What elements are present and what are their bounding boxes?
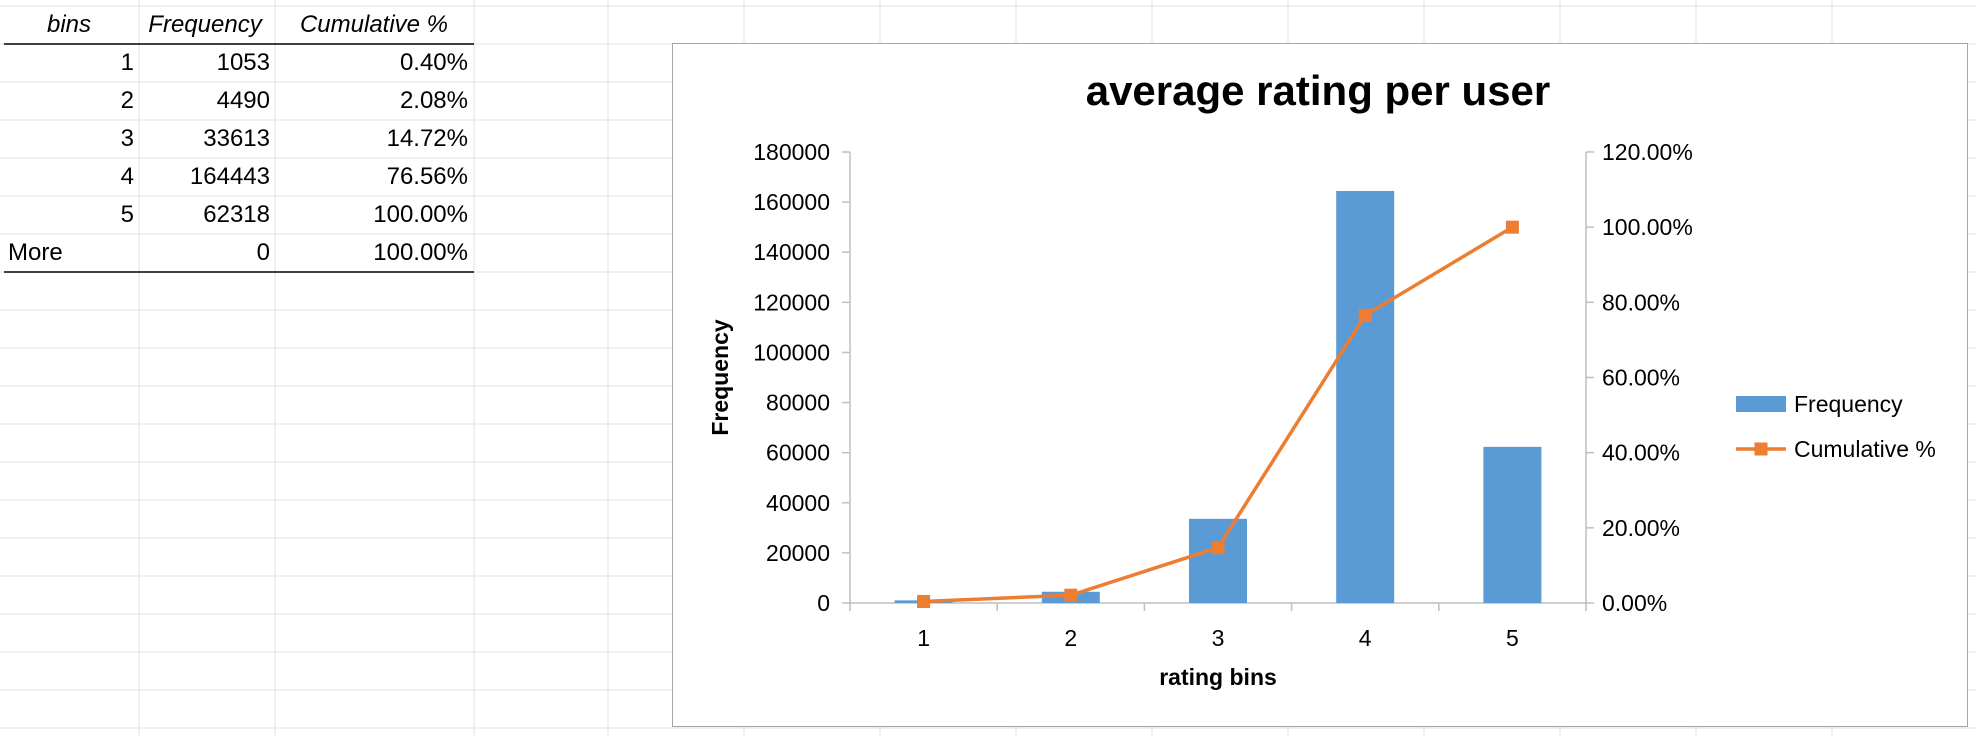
cell-bin[interactable]: 3 [120, 125, 134, 152]
x-tick-label: 1 [917, 625, 930, 651]
y2-tick-label: 100.00% [1602, 214, 1693, 240]
x-axis-label: rating bins [1159, 664, 1277, 690]
bar-frequency [1336, 190, 1395, 603]
cell-cumulative[interactable]: 2.08% [399, 87, 468, 114]
cell-bin[interactable]: 5 [120, 201, 134, 228]
y2-tick-label: 20.00% [1602, 515, 1680, 541]
bar-frequency [1483, 446, 1542, 603]
legend-swatch-frequency [1736, 396, 1786, 412]
y-tick-label: 0 [817, 590, 830, 616]
cell-frequency[interactable]: 164443 [189, 163, 270, 190]
point-cumulative [1211, 541, 1225, 555]
chart-title: average rating per user [1086, 67, 1551, 114]
y2-tick-label: 120.00% [1602, 139, 1693, 165]
y-tick-label: 20000 [766, 540, 830, 566]
y2-tick-label: 80.00% [1602, 289, 1680, 315]
cell-frequency[interactable]: 33613 [203, 125, 270, 152]
cell-frequency[interactable]: 1053 [216, 49, 270, 76]
cell-frequency[interactable]: 4490 [216, 87, 270, 114]
header-frequency[interactable]: Frequency [148, 11, 262, 38]
y-tick-label: 180000 [753, 139, 830, 165]
cell-cumulative[interactable]: 100.00% [373, 239, 468, 266]
y2-tick-label: 0.00% [1602, 590, 1667, 616]
point-cumulative [917, 594, 931, 608]
combo-chart[interactable]: average rating per user 0 20000 40000 60000 8… [672, 43, 1968, 727]
x-tick-label: 4 [1359, 625, 1372, 651]
y2-tick-label: 40.00% [1602, 440, 1680, 466]
header-cumulative[interactable]: Cumulative % [299, 11, 449, 38]
cell-bin[interactable]: 4 [120, 163, 134, 190]
point-cumulative [1064, 588, 1078, 602]
y-tick-label: 100000 [753, 339, 830, 365]
cell-bin[interactable]: 1 [120, 49, 134, 76]
cell-frequency[interactable]: 0 [256, 239, 270, 266]
cell-cumulative[interactable]: 0.40% [399, 49, 468, 76]
bar-frequency [1189, 518, 1247, 603]
y-tick-label: 120000 [753, 289, 830, 315]
header-bins[interactable]: bins [46, 11, 92, 38]
cell-bin[interactable]: 2 [120, 87, 134, 114]
x-tick-label: 2 [1064, 625, 1077, 651]
cell-frequency[interactable]: 62318 [203, 201, 270, 228]
y2-tick-label: 60.00% [1602, 365, 1680, 391]
legend-label-frequency: Frequency [1794, 391, 1903, 417]
y-tick-label: 40000 [766, 490, 830, 516]
cell-cumulative[interactable]: 14.72% [386, 125, 468, 152]
y-tick-label: 140000 [753, 239, 830, 265]
y-axis-label: Frequency [707, 319, 733, 436]
legend-marker-cumulative [1754, 442, 1768, 456]
y-tick-label: 160000 [753, 189, 830, 215]
x-tick-label: 5 [1506, 625, 1519, 651]
y-tick-label: 80000 [766, 390, 830, 416]
point-cumulative [1505, 220, 1519, 234]
legend-label-cumulative: Cumulative % [1794, 436, 1936, 462]
cell-bin[interactable]: More [8, 239, 63, 266]
y-tick-label: 60000 [766, 440, 830, 466]
point-cumulative [1358, 308, 1372, 322]
x-tick-label: 3 [1212, 625, 1225, 651]
cell-cumulative[interactable]: 100.00% [373, 201, 468, 228]
cell-cumulative[interactable]: 76.56% [386, 163, 468, 190]
